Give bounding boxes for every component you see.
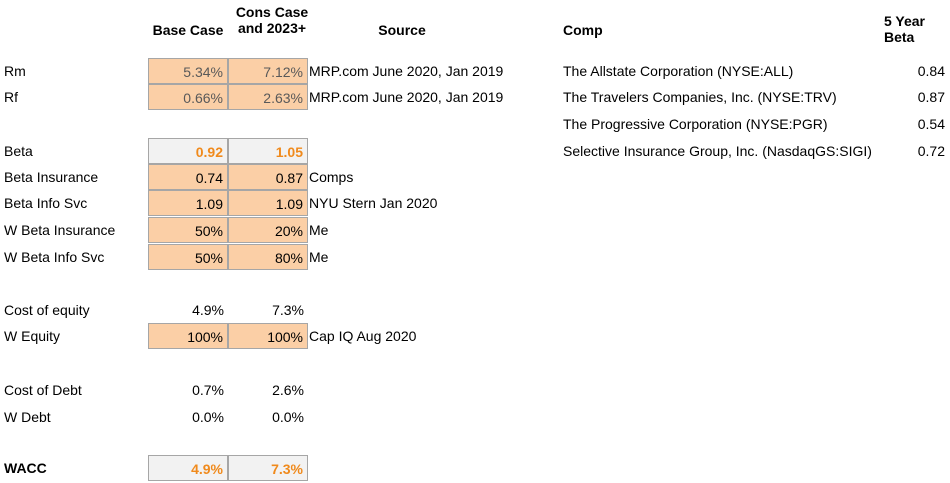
rf-base-cell[interactable]: 0.66%: [148, 84, 228, 110]
wacc-cons-cell[interactable]: 7.3%: [228, 455, 308, 481]
row-label-beta-info-svc: Beta Info Svc: [4, 195, 88, 211]
cost-of-debt-cons-cell[interactable]: 2.6%: [272, 382, 304, 398]
w-equity-source: Cap IQ Aug 2020: [309, 328, 417, 344]
rf-source: MRP.com June 2020, Jan 2019: [309, 89, 504, 105]
beta-info-svc-cons-cell[interactable]: 1.09: [228, 190, 308, 216]
header-comp: Comp: [563, 22, 603, 38]
row-label-w-beta-info-svc: W Beta Info Svc: [4, 249, 105, 265]
comp-beta-selective[interactable]: 0.72: [917, 143, 945, 159]
w-beta-insurance-base-cell[interactable]: 50%: [148, 217, 228, 243]
comp-beta-travelers[interactable]: 0.87: [917, 89, 945, 105]
header-source: Source: [378, 22, 426, 38]
row-label-wacc: WACC: [4, 460, 47, 476]
w-equity-base-cell[interactable]: 100%: [148, 323, 228, 349]
w-equity-cons-cell[interactable]: 100%: [228, 323, 308, 349]
w-beta-insurance-source: Me: [309, 222, 329, 238]
beta-cons-cell[interactable]: 1.05: [228, 138, 308, 164]
beta-base-cell[interactable]: 0.92: [148, 138, 228, 164]
rm-base-cell[interactable]: 5.34%: [148, 58, 228, 84]
comp-name-allstate: The Allstate Corporation (NYSE:ALL): [563, 63, 794, 79]
rf-cons-cell[interactable]: 2.63%: [228, 84, 308, 110]
rm-cons-cell[interactable]: 7.12%: [228, 58, 308, 84]
cost-of-equity-base-cell[interactable]: 4.9%: [192, 302, 224, 318]
rm-source: MRP.com June 2020, Jan 2019: [309, 63, 504, 79]
header-five-year-beta: 5 Year Beta: [884, 13, 926, 45]
w-beta-info-svc-base-cell[interactable]: 50%: [148, 244, 228, 270]
row-label-beta: Beta: [4, 143, 33, 159]
comp-name-progressive: The Progressive Corporation (NYSE:PGR): [563, 116, 828, 132]
row-label-cost-of-equity: Cost of equity: [4, 302, 90, 318]
comp-beta-progressive[interactable]: 0.54: [917, 116, 945, 132]
beta-info-svc-base-cell[interactable]: 1.09: [148, 190, 228, 216]
beta-insurance-source: Comps: [309, 169, 354, 185]
row-label-w-beta-insurance: W Beta Insurance: [4, 222, 116, 238]
w-beta-insurance-cons-cell[interactable]: 20%: [228, 217, 308, 243]
comp-beta-allstate[interactable]: 0.84: [917, 63, 945, 79]
beta-insurance-cons-cell[interactable]: 0.87: [228, 164, 308, 190]
w-beta-info-svc-cons-cell[interactable]: 80%: [228, 244, 308, 270]
w-beta-info-svc-source: Me: [309, 249, 329, 265]
row-label-beta-insurance: Beta Insurance: [4, 169, 99, 185]
comp-name-selective: Selective Insurance Group, Inc. (NasdaqG…: [563, 143, 872, 159]
w-debt-cons-cell[interactable]: 0.0%: [272, 409, 304, 425]
cost-of-debt-base-cell[interactable]: 0.7%: [192, 382, 224, 398]
row-label-w-debt: W Debt: [4, 409, 51, 425]
row-label-w-equity: W Equity: [4, 328, 61, 344]
row-label-cost-of-debt: Cost of Debt: [4, 382, 82, 398]
comp-name-travelers: The Travelers Companies, Inc. (NYSE:TRV): [563, 89, 837, 105]
w-debt-base-cell[interactable]: 0.0%: [192, 409, 224, 425]
beta-insurance-base-cell[interactable]: 0.74: [148, 164, 228, 190]
header-base-case: Base Case: [152, 22, 224, 38]
row-label-rf: Rf: [4, 89, 18, 105]
wacc-base-cell[interactable]: 4.9%: [148, 455, 228, 481]
row-label-rm: Rm: [4, 63, 26, 79]
beta-info-svc-source: NYU Stern Jan 2020: [309, 195, 438, 211]
header-cons-case: Cons Case and 2023+: [235, 4, 309, 36]
cost-of-equity-cons-cell[interactable]: 7.3%: [272, 302, 304, 318]
